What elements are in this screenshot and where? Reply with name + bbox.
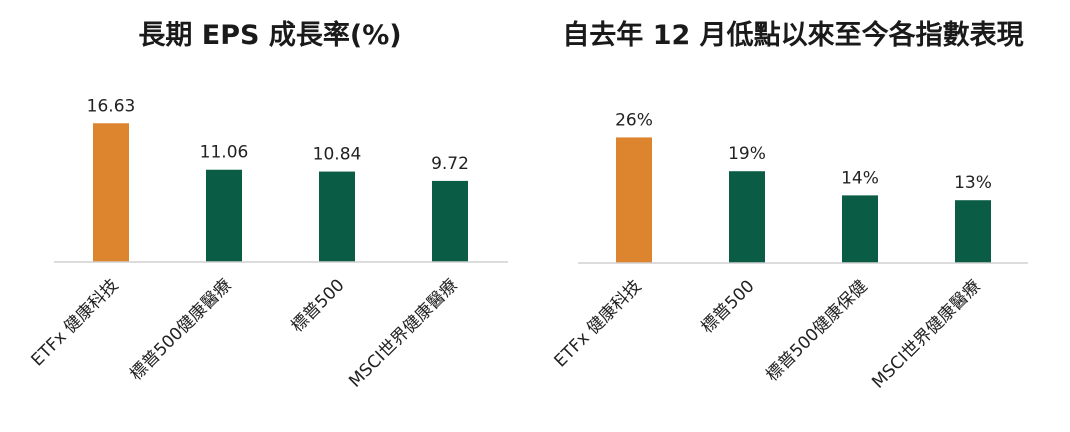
x-tick-label: 標普500健康醫療 (126, 275, 235, 384)
bar-1 (616, 137, 652, 263)
bar-1 (93, 123, 129, 262)
data-label: 10.84 (313, 145, 362, 165)
index-performance-chart: 自去年 12 月低點以來至今各指數表現 26% ETFx 健康科技 19% 標普500… (551, 19, 1028, 393)
data-label: 11.06 (200, 143, 249, 163)
plot-area: 26% ETFx 健康科技 19% 標普500 14% 標普500健康保健 13% MSCI世… (551, 110, 1028, 393)
x-tick-label: 標普500 (287, 275, 348, 336)
x-tick-label: ETFx 健康科技 (551, 276, 646, 371)
data-label: 16.63 (87, 96, 136, 116)
x-tick-label: MSCI世界健康醫療 (868, 276, 984, 392)
data-label: 13% (954, 173, 992, 193)
chart-title: 自去年 12 月低點以來至今各指數表現 (562, 19, 1023, 51)
x-tick-label: 標普500健康保健 (762, 276, 871, 385)
bar-4 (432, 180, 468, 262)
bar-2 (206, 169, 242, 262)
eps-growth-chart: 長期 EPS 成長率(%) 16.63 ETFx 健康科技 11.06 標普500健康… (28, 19, 508, 392)
data-label: 26% (615, 110, 653, 130)
chart-title: 長期 EPS 成長率(%) (138, 19, 401, 51)
x-tick-label: 標普500 (697, 276, 758, 337)
bar-2 (729, 171, 765, 263)
bar-3 (319, 171, 355, 262)
data-label: 9.72 (431, 154, 469, 174)
bar-4 (955, 200, 991, 263)
x-tick-label: MSCI世界健康醫療 (345, 275, 461, 391)
x-tick-label: ETFx 健康科技 (28, 275, 123, 370)
data-label: 14% (841, 168, 879, 188)
data-label: 19% (728, 144, 766, 164)
bar-3 (842, 195, 878, 263)
plot-area: 16.63 ETFx 健康科技 11.06 標普500健康醫療 10.84 標普500 9.… (28, 96, 508, 392)
